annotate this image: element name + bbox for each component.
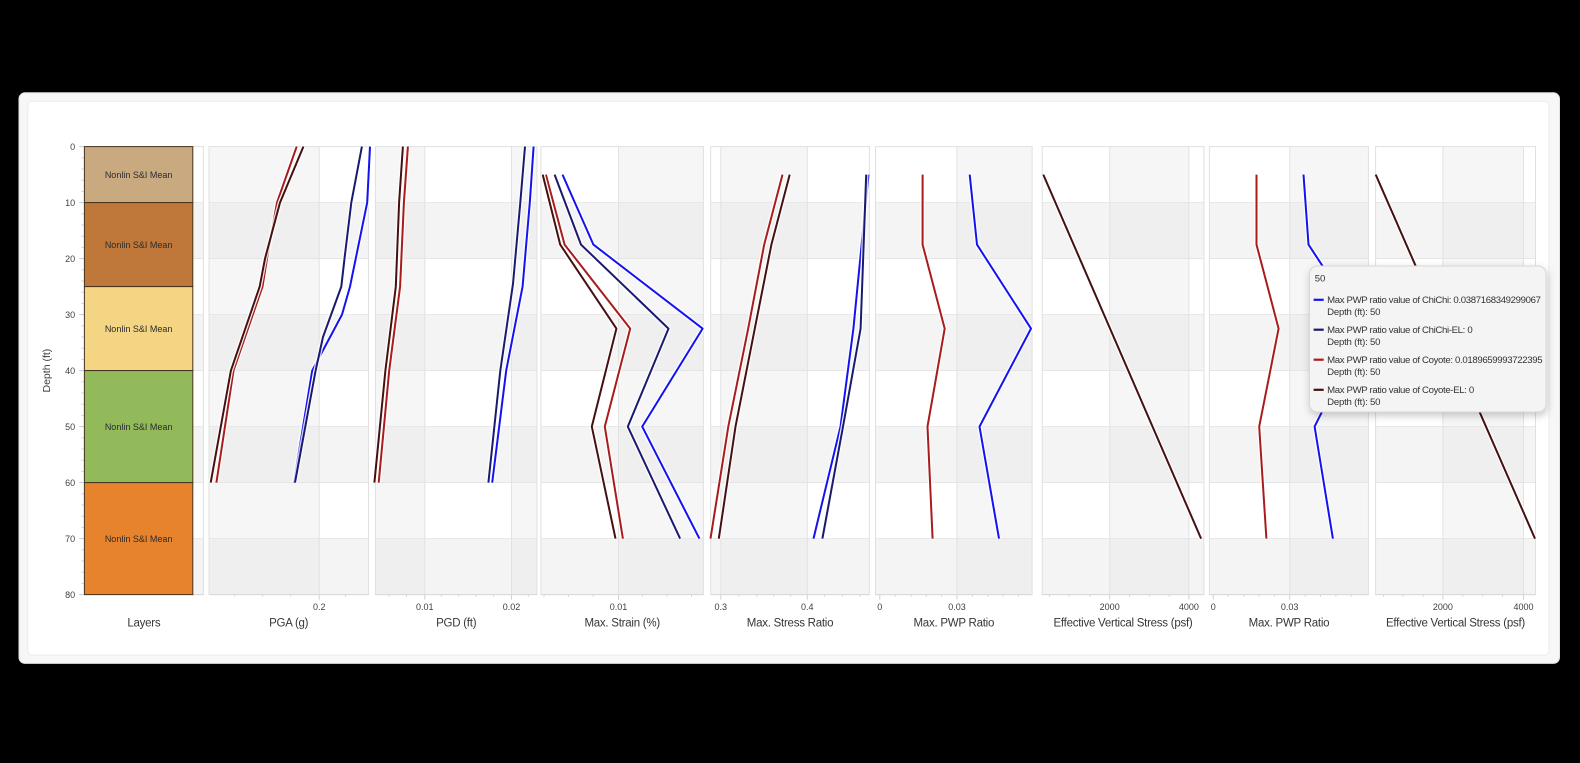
svg-text:Max PWP ratio value of ChiChi:: Max PWP ratio value of ChiChi: 0.0387168… bbox=[1327, 295, 1541, 306]
svg-text:Depth (ft): 50: Depth (ft): 50 bbox=[1327, 367, 1380, 378]
svg-text:Max. PWP Ratio: Max. PWP Ratio bbox=[1249, 618, 1330, 630]
svg-text:Max PWP ratio value of Coyote-: Max PWP ratio value of Coyote-EL: 0 bbox=[1327, 385, 1474, 396]
svg-text:50: 50 bbox=[65, 422, 75, 432]
svg-text:Nonlin S&I Mean: Nonlin S&I Mean bbox=[105, 422, 173, 432]
svg-text:0.4: 0.4 bbox=[801, 602, 814, 612]
svg-text:Nonlin S&I Mean: Nonlin S&I Mean bbox=[105, 534, 173, 544]
svg-text:30: 30 bbox=[65, 310, 75, 320]
svg-text:4000: 4000 bbox=[1513, 602, 1533, 612]
svg-text:Nonlin S&I Mean: Nonlin S&I Mean bbox=[105, 240, 173, 250]
svg-text:Max. Strain (%): Max. Strain (%) bbox=[584, 618, 660, 630]
svg-text:70: 70 bbox=[65, 534, 75, 544]
svg-text:Depth (ft): 50: Depth (ft): 50 bbox=[1327, 397, 1380, 408]
svg-text:Depth (ft): 50: Depth (ft): 50 bbox=[1327, 307, 1380, 318]
svg-text:2000: 2000 bbox=[1100, 602, 1120, 612]
svg-text:Depth (ft): 50: Depth (ft): 50 bbox=[1327, 337, 1380, 348]
svg-text:10: 10 bbox=[65, 198, 75, 208]
svg-text:Effective Vertical Stress (psf: Effective Vertical Stress (psf) bbox=[1386, 618, 1525, 630]
svg-text:Layers: Layers bbox=[127, 618, 161, 630]
svg-text:Nonlin S&I Mean: Nonlin S&I Mean bbox=[105, 324, 173, 334]
svg-text:Max. Stress Ratio: Max. Stress Ratio bbox=[747, 618, 834, 630]
svg-text:PGD (ft): PGD (ft) bbox=[436, 618, 477, 630]
svg-text:0: 0 bbox=[1211, 602, 1216, 612]
svg-text:0: 0 bbox=[70, 142, 75, 152]
svg-text:0.01: 0.01 bbox=[416, 602, 434, 612]
svg-text:0.3: 0.3 bbox=[715, 602, 728, 612]
svg-text:Max PWP ratio value of Coyote:: Max PWP ratio value of Coyote: 0.0189659… bbox=[1327, 355, 1542, 366]
svg-text:4000: 4000 bbox=[1179, 602, 1199, 612]
svg-text:20: 20 bbox=[65, 254, 75, 264]
svg-text:0: 0 bbox=[877, 602, 882, 612]
svg-text:50: 50 bbox=[1315, 274, 1326, 285]
svg-text:Effective Vertical Stress (psf: Effective Vertical Stress (psf) bbox=[1053, 618, 1192, 630]
svg-text:Max. PWP Ratio: Max. PWP Ratio bbox=[913, 618, 994, 630]
svg-text:60: 60 bbox=[65, 478, 75, 488]
svg-text:0.02: 0.02 bbox=[503, 602, 521, 612]
svg-text:80: 80 bbox=[65, 590, 75, 600]
svg-text:PGA (g): PGA (g) bbox=[269, 618, 309, 630]
svg-text:40: 40 bbox=[65, 366, 75, 376]
svg-text:0.01: 0.01 bbox=[610, 602, 628, 612]
svg-text:Depth (ft): Depth (ft) bbox=[41, 349, 53, 393]
svg-text:0.2: 0.2 bbox=[313, 602, 326, 612]
svg-text:Nonlin S&I Mean: Nonlin S&I Mean bbox=[105, 170, 173, 180]
svg-text:0.03: 0.03 bbox=[1281, 602, 1299, 612]
svg-text:0.03: 0.03 bbox=[948, 602, 966, 612]
svg-text:Max PWP ratio value of ChiChi-: Max PWP ratio value of ChiChi-EL: 0 bbox=[1327, 325, 1472, 336]
svg-text:2000: 2000 bbox=[1433, 602, 1453, 612]
